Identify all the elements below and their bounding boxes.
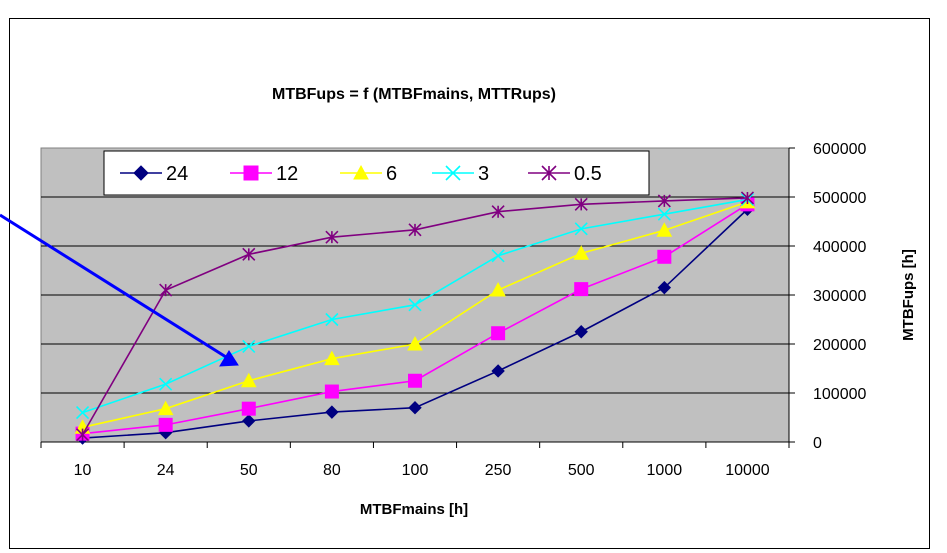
legend-label: 6: [386, 163, 397, 185]
x-tick-label: 500: [568, 462, 595, 479]
data-point: [657, 249, 672, 264]
x-tick-label: 100: [402, 462, 429, 479]
axes-layer: 0 100000 200000 300000 400000 500000 600000 10 2…: [40, 141, 866, 479]
data-point: [408, 298, 422, 312]
data-point: [574, 325, 588, 339]
legend-label: 24: [166, 163, 188, 185]
y-tick-label: 200000: [813, 337, 866, 354]
legend-marker: [133, 165, 149, 181]
data-point: [656, 222, 673, 237]
data-point: [157, 400, 174, 416]
data-point: [75, 406, 90, 420]
data-point: [408, 373, 422, 388]
data-point: [491, 326, 506, 341]
legend-label: 0.5: [574, 163, 602, 185]
data-point: [657, 280, 672, 295]
y-axis-label: MTBFups [h]: [900, 249, 917, 341]
data-point: [491, 364, 505, 378]
data-point: [325, 405, 339, 419]
y-tick-label: 300000: [813, 288, 866, 305]
y-tick-label: 500000: [813, 190, 866, 207]
legend-label: 3: [478, 163, 489, 185]
series-24: [75, 202, 755, 445]
data-point: [408, 223, 422, 237]
data-point: [240, 372, 257, 388]
data-point: [574, 197, 588, 211]
data-point: [574, 222, 588, 236]
data-point: [325, 312, 339, 327]
data-point: [159, 283, 173, 297]
x-axis-label: MTBFmains [h]: [360, 501, 468, 518]
x-tick-label: 50: [240, 462, 258, 479]
x-tick-label: 10: [74, 462, 92, 479]
x-tick-label: 10000: [725, 462, 770, 479]
data-point: [491, 249, 505, 263]
data-point: [407, 335, 423, 351]
x-tick-label: 1000: [647, 462, 683, 479]
data-point: [490, 282, 506, 297]
data-point: [657, 207, 671, 221]
data-point: [324, 350, 340, 366]
data-point: [158, 417, 173, 432]
data-point: [324, 384, 339, 399]
annotation-arrowhead: [219, 350, 239, 367]
chart-title: MTBFups = f (MTBFmains, MTTRups): [272, 86, 556, 103]
series-0.5: [75, 191, 755, 442]
legend-marker: [445, 165, 461, 181]
data-point: [657, 194, 671, 208]
x-tick-label: 24: [157, 462, 175, 479]
legend: 24 12 6 3 0.5: [103, 150, 650, 196]
legend-label: 12: [276, 163, 298, 185]
data-point: [242, 247, 256, 261]
y-tick-label: 600000: [813, 141, 866, 158]
data-point: [242, 414, 256, 428]
legend-marker: [243, 165, 259, 181]
legend-entry-12: 12: [230, 163, 298, 185]
y-tick-label: 400000: [813, 239, 866, 256]
y-tick-label: 100000: [813, 386, 866, 403]
data-point: [491, 205, 505, 219]
series-6: [74, 193, 756, 434]
annotation-layer: [0, 213, 239, 367]
legend-entry-6: 6: [340, 163, 397, 185]
data-point: [242, 339, 256, 354]
data-point: [573, 245, 590, 260]
data-point: [325, 230, 339, 244]
legend-entry-3: 3: [432, 163, 489, 185]
data-point: [408, 400, 422, 415]
data-point: [241, 401, 256, 416]
data-point: [574, 282, 589, 297]
y-tick-label: 0: [813, 435, 822, 452]
data-point: [75, 428, 90, 442]
series-layer: [74, 191, 756, 445]
x-tick-label: 80: [323, 462, 341, 479]
data-point: [740, 191, 755, 205]
legend-marker: [541, 165, 557, 181]
x-tick-label: 250: [485, 462, 512, 479]
legend-entry-0.5: 0.5: [528, 163, 602, 185]
legend-entry-24: 24: [120, 163, 188, 185]
legend-marker: [353, 164, 369, 180]
data-point: [159, 377, 173, 391]
annotation-arrow-line: [0, 213, 227, 359]
